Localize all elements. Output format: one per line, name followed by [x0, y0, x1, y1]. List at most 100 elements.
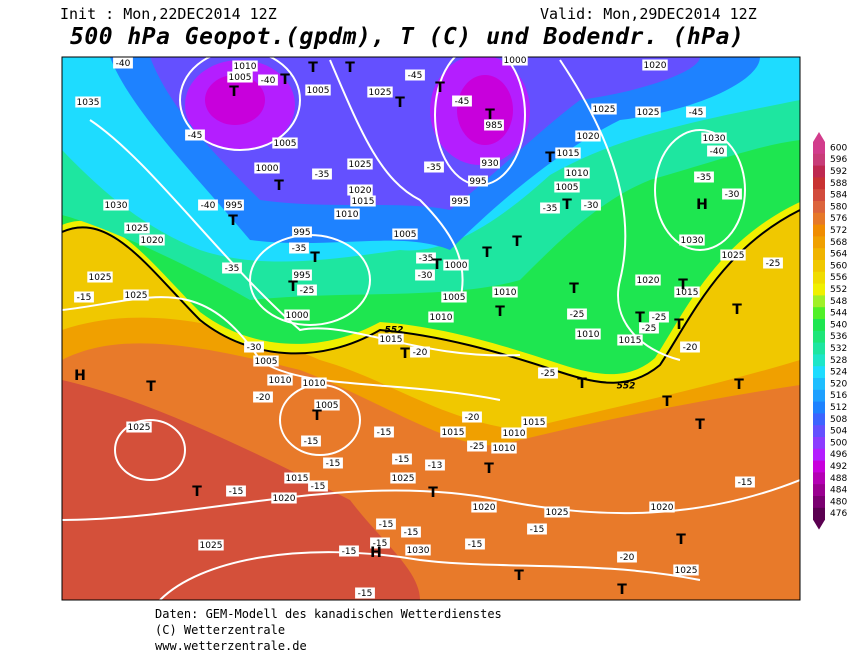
- pressure-label: 1005: [556, 183, 579, 193]
- temperature-label-box: [410, 346, 430, 358]
- pressure-label-box: [390, 472, 416, 484]
- pressure-label: 1025: [392, 474, 415, 484]
- pressure-label-box: [428, 311, 454, 323]
- pressure-label: 1025: [637, 108, 660, 118]
- temperature-label: -20: [256, 393, 271, 403]
- pressure-label: 1025: [546, 508, 569, 518]
- pressure-center: T: [514, 568, 524, 584]
- colorbar-label: 492: [830, 462, 847, 472]
- pressure-label-box: [555, 147, 581, 159]
- pressure-label: 1015: [380, 335, 403, 345]
- temperature-label: -15: [342, 547, 357, 557]
- temperature-label: -13: [428, 461, 443, 471]
- pressure-label: 1010: [336, 210, 359, 220]
- colorbar-label: 500: [830, 438, 847, 448]
- pressure-label-box: [575, 328, 601, 340]
- pressure-label: 1000: [256, 164, 279, 174]
- pressure-label-box: [87, 271, 113, 283]
- temperature-label-box: [686, 106, 706, 118]
- pressure-label-box: [443, 259, 469, 271]
- temperature-label-box: [74, 291, 94, 303]
- pressure-label-box: [284, 309, 310, 321]
- pressure-label-box: [471, 501, 497, 513]
- pressure-label: 1025: [349, 160, 372, 170]
- colorbar-label: 560: [830, 261, 847, 271]
- temperature-label-box: [649, 311, 669, 323]
- colorbar-label: 544: [830, 309, 847, 319]
- init-time: Init : Mon,22DEC2014 12Z: [60, 5, 277, 23]
- contour-label: 552: [385, 326, 404, 336]
- colorbar-cell: [813, 248, 825, 261]
- colorbar-cell: [813, 342, 825, 355]
- temperature-label-box: [113, 57, 133, 69]
- pressure-center: T: [312, 408, 322, 424]
- temperature-label: -25: [570, 310, 585, 320]
- pressure-label-box: [501, 427, 527, 439]
- colorbar-cell: [813, 354, 825, 367]
- temperature-label: -15: [468, 540, 483, 550]
- colorbar-cell: [813, 448, 825, 462]
- colorbar-cell: [813, 295, 825, 308]
- pressure-label-box: [440, 426, 466, 438]
- temperature-label: -35: [315, 170, 330, 180]
- colorbar-cell: [813, 283, 825, 296]
- pressure-center: T: [635, 310, 645, 326]
- temperature-label: -25: [541, 369, 556, 379]
- temperature-label-box: [308, 480, 328, 492]
- temperature-label: -15: [738, 478, 753, 488]
- pressure-label: 1005: [255, 357, 278, 367]
- footer-line: (C) Wetterzentrale: [155, 623, 285, 637]
- pressure-label: 1025: [722, 251, 745, 261]
- pressure-label: 1015: [619, 336, 642, 346]
- temperature-label: -15: [379, 520, 394, 530]
- pressure-label: 1010: [503, 429, 526, 439]
- temperature-label: -15: [304, 437, 319, 447]
- colorbar-cell: [813, 425, 825, 438]
- pressure-label-box: [254, 162, 280, 174]
- pressure-center: T: [192, 484, 202, 500]
- colorbar-label: 524: [830, 368, 847, 378]
- colorbar-cell: [813, 330, 825, 344]
- map-title: 500 hPa Geopot.(gpdm), T (C) und Bodendr…: [70, 24, 744, 50]
- colorbar-cell: [813, 307, 825, 320]
- pressure-label-box: [679, 234, 705, 246]
- temperature-label: -15: [395, 455, 410, 465]
- colorbar-cell: [813, 472, 825, 485]
- pressure-label-box: [253, 355, 279, 367]
- pressure-label: 1010: [234, 62, 257, 72]
- pressure-label: 1025: [125, 291, 148, 301]
- pressure-label: 1015: [557, 149, 580, 159]
- temperature-label-box: [339, 545, 359, 557]
- temperature-label-box: [567, 308, 587, 320]
- colorbar-cell: [813, 271, 825, 285]
- pressure-label: 1030: [407, 546, 430, 556]
- colorbar-label: 488: [830, 474, 847, 484]
- pressure-label: 1015: [352, 197, 375, 207]
- temperature-label: -15: [229, 487, 244, 497]
- colorbar-cell: [813, 389, 825, 403]
- pressure-label-box: [544, 506, 570, 518]
- pressure-label-box: [232, 60, 258, 72]
- pressure-center: T: [229, 84, 239, 100]
- colorbar-cell: [813, 165, 825, 178]
- pressure-label-box: [224, 199, 244, 211]
- temperature-label-box: [538, 367, 558, 379]
- temperature-label-box: [722, 188, 742, 200]
- pressure-label-box: [267, 374, 293, 386]
- pressure-label-box: [502, 54, 528, 66]
- temperature-label: -15: [377, 428, 392, 438]
- pressure-label: 1035: [77, 98, 100, 108]
- colorbar-label: 576: [830, 214, 847, 224]
- pressure-label-box: [492, 286, 518, 298]
- temperature-label-box: [222, 262, 242, 274]
- colorbar-label: 548: [830, 297, 847, 307]
- temperature-label-box: [376, 518, 396, 530]
- colorbar-cell: [813, 212, 825, 226]
- pressure-label-box: [75, 96, 101, 108]
- pressure-label: 1000: [286, 311, 309, 321]
- pressure-label-box: [392, 228, 418, 240]
- temperature-label: -40: [201, 201, 216, 211]
- colorbar-cell: [813, 401, 825, 414]
- pressure-label: 1010: [303, 379, 326, 389]
- colorbar-label: 580: [830, 202, 847, 212]
